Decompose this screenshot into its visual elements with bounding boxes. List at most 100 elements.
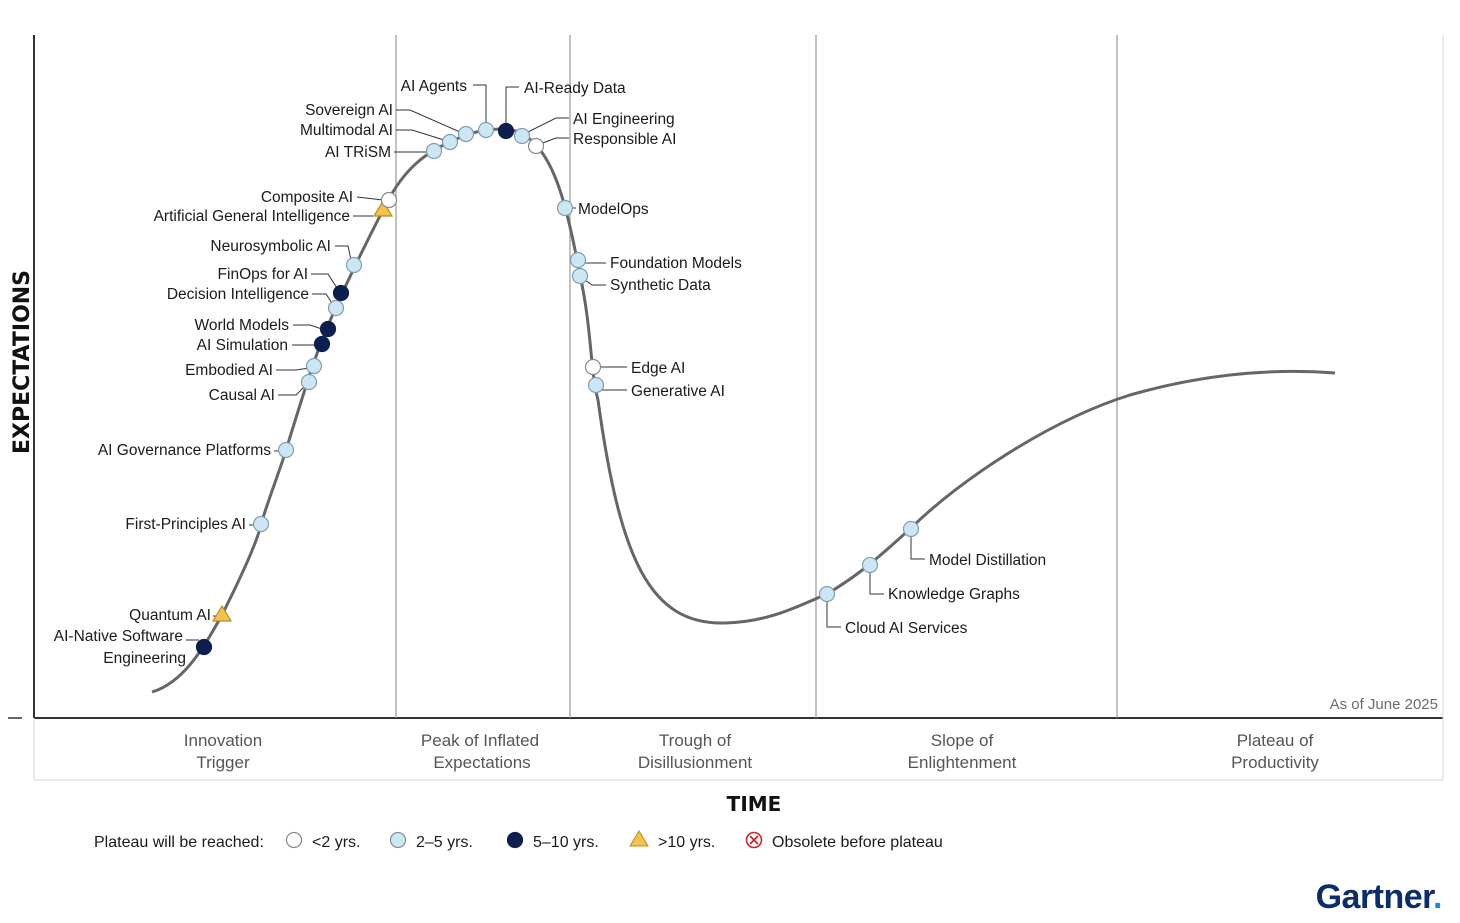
technology-item: Neurosymbolic AI bbox=[210, 238, 363, 274]
technology-marker bbox=[584, 358, 602, 376]
technology-marker bbox=[527, 137, 545, 155]
technology-marker bbox=[300, 373, 318, 391]
as-of-date: As of June 2025 bbox=[1330, 696, 1438, 713]
leader-line bbox=[473, 84, 487, 124]
technology-item: Generative AI bbox=[587, 376, 725, 400]
leader-line bbox=[584, 279, 606, 286]
gartner-logo: Gartner. bbox=[1316, 878, 1442, 916]
technology-label: ModelOps bbox=[578, 201, 649, 218]
phase-label: Slope of bbox=[931, 731, 994, 750]
leader-line bbox=[311, 273, 338, 289]
legend-marker-5to10 bbox=[506, 831, 524, 849]
technology-marker bbox=[861, 556, 879, 574]
technology-marker bbox=[332, 284, 350, 302]
technology-marker bbox=[571, 267, 589, 285]
chart-frame bbox=[8, 35, 1444, 781]
technology-marker bbox=[252, 515, 270, 533]
technology-label: Knowledge Graphs bbox=[888, 586, 1020, 603]
technology-marker bbox=[425, 142, 443, 160]
leader-line bbox=[869, 571, 884, 595]
technology-label: Quantum AI bbox=[129, 607, 211, 624]
technology-item: Multimodal AI bbox=[300, 122, 459, 151]
technology-label: Engineering bbox=[103, 650, 186, 667]
technology-marker bbox=[902, 520, 920, 538]
leader-line bbox=[293, 324, 323, 330]
technology-item: First-Principles AI bbox=[125, 515, 270, 533]
phase-label: Enlightenment bbox=[908, 753, 1017, 772]
technology-label: AI-Native Software bbox=[54, 628, 183, 645]
technology-item: Decision Intelligence bbox=[167, 286, 345, 317]
legend-label: 5–10 yrs. bbox=[533, 834, 599, 851]
technology-label: World Models bbox=[195, 317, 290, 334]
legend-marker-2to5 bbox=[389, 831, 407, 849]
technology-marker bbox=[556, 199, 574, 217]
technology-item: Model Distillation bbox=[902, 520, 1046, 569]
technology-label: Causal AI bbox=[209, 387, 275, 404]
phase-label: Expectations bbox=[433, 753, 530, 772]
technology-item: Edge AI bbox=[584, 358, 685, 377]
technology-item: World Models bbox=[195, 317, 337, 338]
leader-line bbox=[826, 600, 841, 628]
phase-label: Disillusionment bbox=[638, 753, 753, 772]
leader-line bbox=[396, 109, 461, 133]
technology-label: FinOps for AI bbox=[218, 266, 308, 283]
technology-label: Embodied AI bbox=[185, 362, 273, 379]
gartner-logo-dot: . bbox=[1433, 878, 1442, 916]
legend-label: Obsolete before plateau bbox=[772, 834, 943, 851]
technology-label: Multimodal AI bbox=[300, 122, 393, 139]
technology-label: Cloud AI Services bbox=[845, 620, 968, 637]
technology-item: AI-Native Software Engineering bbox=[54, 628, 213, 667]
legend-label: >10 yrs. bbox=[658, 834, 715, 851]
leader-line bbox=[312, 293, 333, 304]
technology-marker bbox=[345, 256, 363, 274]
technology-item: AI Governance Platforms bbox=[98, 441, 295, 459]
legend-marker-lt2 bbox=[285, 831, 303, 849]
leader-line bbox=[910, 535, 925, 560]
technology-marker bbox=[513, 127, 531, 145]
leader-line bbox=[505, 86, 519, 125]
leader-line bbox=[276, 367, 310, 371]
technology-label: Foundation Models bbox=[610, 255, 742, 272]
technology-marker bbox=[818, 585, 836, 603]
y-axis-title: EXPECTATIONS bbox=[10, 270, 35, 454]
technology-label: Synthetic Data bbox=[610, 277, 711, 294]
technology-label: Artificial General Intelligence bbox=[154, 208, 350, 225]
technology-item: AI TRiSM bbox=[325, 142, 443, 161]
technology-label: AI Agents bbox=[401, 78, 468, 95]
leader-line bbox=[335, 245, 352, 261]
technology-item: Quantum AI bbox=[129, 604, 233, 624]
technology-item: Causal AI bbox=[209, 373, 318, 404]
phase-label: Plateau of bbox=[1237, 731, 1314, 750]
phase-label: Trigger bbox=[196, 753, 250, 772]
technology-item: FinOps for AI bbox=[218, 266, 350, 302]
technology-item: Knowledge Graphs bbox=[861, 556, 1020, 603]
technology-item: AI Agents bbox=[401, 78, 495, 139]
phase-labels: Innovation Trigger Peak of Inflated Expe… bbox=[184, 731, 1320, 772]
technology-marker bbox=[380, 191, 398, 209]
leader-line bbox=[539, 137, 569, 145]
technology-label: First-Principles AI bbox=[125, 516, 246, 533]
technology-label: AI Simulation bbox=[197, 337, 288, 354]
technology-marker bbox=[477, 121, 495, 139]
technology-marker bbox=[319, 320, 337, 338]
legend-marker-gt10 bbox=[629, 830, 649, 847]
legend-title: Plateau will be reached: bbox=[94, 834, 264, 851]
gartner-logo-text: Gartner bbox=[1316, 878, 1436, 916]
technology-item: Cloud AI Services bbox=[818, 585, 968, 637]
phase-label: Trough of bbox=[659, 731, 731, 750]
legend-marker-obsolete bbox=[745, 831, 763, 849]
technology-item: Synthetic Data bbox=[571, 267, 711, 294]
technology-label: Neurosymbolic AI bbox=[210, 238, 331, 255]
technology-marker bbox=[457, 125, 475, 143]
phase-label: Peak of Inflated bbox=[421, 731, 539, 750]
technology-label: AI TRiSM bbox=[325, 144, 391, 161]
technology-marker bbox=[441, 133, 459, 151]
technology-marker bbox=[327, 299, 345, 317]
technology-item: Embodied AI bbox=[185, 357, 323, 379]
technology-label: Edge AI bbox=[631, 360, 685, 377]
technology-label: Composite AI bbox=[261, 189, 353, 206]
technology-item: Sovereign AI bbox=[305, 102, 475, 143]
technology-label: Generative AI bbox=[631, 383, 725, 400]
x-axis-title: TIME bbox=[727, 792, 782, 816]
